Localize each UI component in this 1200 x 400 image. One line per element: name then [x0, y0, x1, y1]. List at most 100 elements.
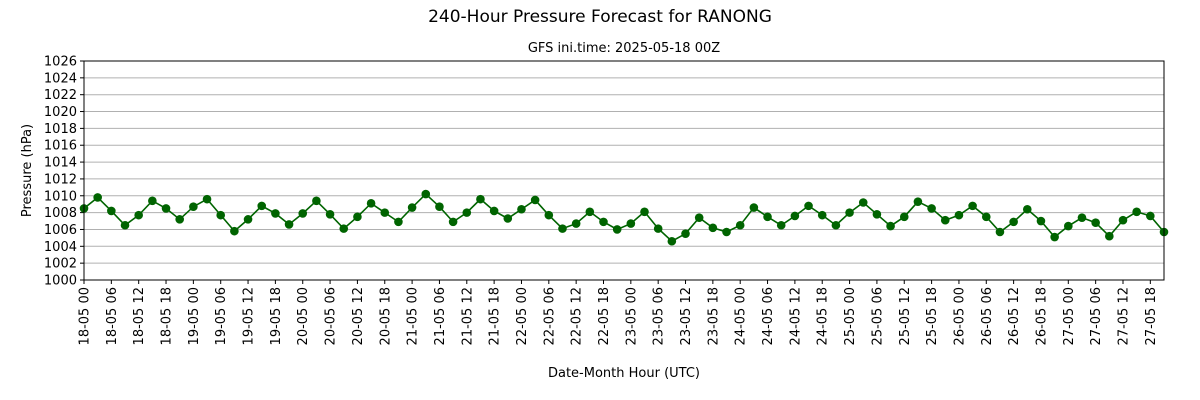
pressure-series — [79, 189, 1169, 246]
data-point — [1009, 217, 1018, 227]
data-point — [517, 204, 526, 214]
data-point — [913, 197, 923, 206]
data-point — [845, 208, 854, 217]
data-point — [107, 206, 116, 216]
data-point — [1146, 211, 1155, 221]
data-point — [339, 224, 349, 233]
x-tick-label: 24-05 18 — [816, 287, 831, 345]
data-point — [353, 212, 362, 222]
y-tick-label: 1024 — [44, 71, 77, 86]
data-point — [394, 217, 403, 227]
y-tick-label: 1014 — [44, 156, 77, 171]
data-point — [312, 196, 321, 206]
x-tick-label: 25-05 00 — [843, 287, 858, 345]
x-tick-label: 22-05 06 — [542, 287, 557, 345]
x-tick-label: 21-05 06 — [433, 287, 448, 345]
data-point — [722, 227, 731, 237]
x-tick-label: 24-05 00 — [734, 287, 749, 345]
y-tick-label: 1010 — [44, 189, 77, 204]
data-point — [298, 209, 308, 218]
data-point — [1118, 215, 1128, 225]
x-tick-label: 19-05 18 — [269, 287, 284, 345]
data-point — [558, 224, 567, 233]
data-point — [448, 217, 458, 227]
data-point — [175, 215, 184, 224]
x-axis-label: Date-Month Hour (UTC) — [548, 366, 700, 381]
x-tick-label: 25-05 12 — [898, 287, 913, 345]
y-tick-label: 1018 — [44, 122, 77, 137]
x-tick-label: 25-05 06 — [870, 287, 885, 345]
data-point — [284, 220, 294, 229]
data-point — [462, 208, 472, 217]
data-point — [120, 220, 130, 230]
y-tick-label: 1000 — [44, 274, 77, 289]
x-tick-label: 23-05 06 — [652, 287, 667, 345]
data-point — [708, 223, 718, 233]
y-tick-label: 1012 — [44, 172, 77, 187]
y-tick-label: 1008 — [44, 206, 77, 221]
data-point — [776, 220, 786, 230]
x-tick-label: 19-05 00 — [187, 287, 202, 345]
data-point — [257, 201, 267, 211]
x-tick-label: 25-05 18 — [925, 287, 940, 345]
data-point — [681, 229, 690, 238]
x-tick-label: 26-05 06 — [980, 287, 995, 345]
data-point — [476, 194, 485, 204]
data-point — [271, 209, 280, 218]
y-tick-label: 1022 — [44, 88, 77, 103]
data-point — [230, 226, 239, 236]
data-point — [1050, 232, 1059, 242]
plot-frame — [83, 60, 1165, 281]
x-tick-label: 27-05 12 — [1116, 287, 1131, 345]
y-tick-label: 1020 — [44, 105, 77, 120]
x-tick-label: 19-05 12 — [242, 287, 257, 345]
data-point — [872, 210, 882, 219]
x-tick-label: 26-05 12 — [1007, 287, 1022, 345]
data-point — [366, 199, 376, 208]
x-tick-label: 23-05 12 — [679, 287, 694, 345]
x-tick-label: 21-05 12 — [460, 287, 475, 345]
data-point — [585, 207, 595, 217]
data-point — [1077, 213, 1087, 222]
data-point — [886, 221, 895, 231]
x-tick-label: 20-05 18 — [378, 287, 393, 345]
y-axis-label: Pressure (hPa) — [20, 124, 35, 217]
data-point — [790, 211, 800, 221]
x-tick-label: 22-05 00 — [515, 287, 530, 345]
y-tick-label: 1016 — [44, 139, 77, 154]
x-tick-label: 27-05 00 — [1062, 287, 1077, 345]
data-point — [189, 202, 198, 212]
x-tick-label: 26-05 18 — [1034, 287, 1049, 345]
data-point — [1064, 221, 1073, 231]
x-tick-label: 18-05 12 — [132, 287, 147, 345]
data-point — [763, 212, 772, 222]
data-point — [653, 224, 663, 233]
data-point — [544, 210, 554, 220]
data-point — [995, 227, 1005, 237]
data-point — [640, 207, 649, 217]
x-tick-label: 23-05 00 — [624, 287, 639, 345]
data-point — [1022, 204, 1032, 214]
data-point — [940, 215, 950, 225]
data-point — [981, 212, 991, 222]
chart-title: 240-Hour Pressure Forecast for RANONG — [428, 7, 772, 27]
y-tick-label: 1006 — [44, 223, 77, 238]
data-point — [667, 236, 677, 246]
data-point — [489, 206, 499, 216]
data-point — [899, 212, 909, 222]
data-point — [694, 213, 704, 222]
x-tick-label: 27-05 06 — [1089, 287, 1104, 345]
data-point — [421, 189, 431, 199]
data-point — [435, 202, 444, 212]
x-tick-label: 24-05 06 — [761, 287, 776, 345]
x-tick-label: 21-05 00 — [406, 287, 421, 345]
data-point — [599, 217, 608, 227]
data-point — [216, 210, 226, 220]
x-tick-label: 18-05 00 — [78, 287, 93, 345]
data-point — [927, 204, 936, 213]
x-tick-label: 18-05 18 — [160, 287, 175, 345]
data-point — [161, 204, 171, 213]
x-tick-label: 20-05 00 — [296, 287, 311, 345]
